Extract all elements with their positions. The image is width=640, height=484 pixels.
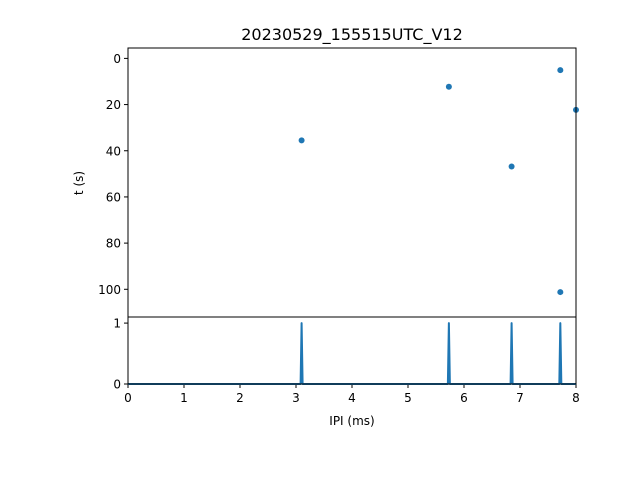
peak-x-tick-label: 8 xyxy=(572,391,580,405)
scatter-y-axis-label: t (s) xyxy=(72,171,86,195)
scatter-panel: 20230529_155515UTC_V12 0 20 40 60 80 100 t (s… xyxy=(72,25,579,318)
scatter-point xyxy=(508,163,515,170)
scatter-point xyxy=(557,67,564,74)
peak-x-tick-label: 5 xyxy=(404,391,412,405)
peak-y-tick-label: 0 xyxy=(113,378,121,392)
peak-plot-frame xyxy=(127,316,577,385)
scatter-y-tick-label: 20 xyxy=(106,98,121,112)
scatter-y-tick-label: 60 xyxy=(106,190,121,204)
peak-x-tick-label: 1 xyxy=(180,391,188,405)
scatter-y-tick-label: 40 xyxy=(106,144,121,158)
peak-x-tick-label: 6 xyxy=(460,391,468,405)
scatter-y-tick-label: 80 xyxy=(106,237,121,251)
peak-x-tick-label: 0 xyxy=(124,391,132,405)
peak-y-tick-label: 1 xyxy=(113,317,121,331)
scatter-y-tick-label: 0 xyxy=(113,52,121,66)
chart-title: 20230529_155515UTC_V12 xyxy=(241,25,463,45)
peak-x-axis-label: IPI (ms) xyxy=(329,414,374,428)
peak-x-tick-label: 4 xyxy=(348,391,356,405)
scatter-point xyxy=(298,137,305,144)
scatter-y-axis: 0 20 40 60 80 100 xyxy=(98,52,128,297)
scatter-point xyxy=(557,289,564,296)
scatter-y-tick-label: 100 xyxy=(98,283,121,297)
peak-y-axis: 01 xyxy=(113,317,128,392)
scatter-point xyxy=(445,83,452,90)
peak-x-tick-label: 2 xyxy=(236,391,244,405)
peak-x-tick-label: 3 xyxy=(292,391,300,405)
peak-x-tick-label: 7 xyxy=(516,391,524,405)
